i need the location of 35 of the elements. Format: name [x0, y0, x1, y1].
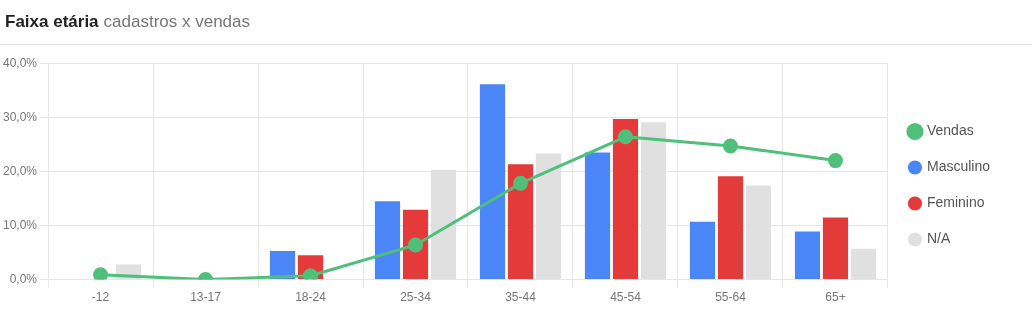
point	[93, 267, 109, 280]
bar	[717, 176, 744, 280]
y-tick-label: 20,0%	[2, 163, 38, 178]
bar	[850, 248, 877, 280]
legend-label: Vendas	[926, 122, 974, 139]
x-tick-label: 45-54	[610, 290, 642, 305]
bar	[507, 164, 534, 280]
x-tick-label: 25-34	[400, 290, 432, 305]
bar	[584, 152, 611, 280]
bar	[822, 217, 849, 280]
x-tick-label: -12	[91, 290, 110, 305]
x-tick-label: 55-64	[715, 290, 747, 305]
bar	[374, 201, 401, 280]
legend-label: Masculino	[926, 158, 991, 175]
x-tick-label: 18-24	[295, 290, 327, 305]
x-tick-label: 13-17	[190, 290, 222, 305]
bar	[794, 231, 821, 280]
y-tick-label: 40,0%	[2, 55, 38, 70]
y-tick-label: 30,0%	[2, 109, 38, 124]
y-tick-label: 0,0%	[9, 271, 38, 286]
point	[408, 237, 423, 253]
point	[617, 129, 633, 145]
chart-subtitle: cadastros x vendas	[103, 12, 251, 32]
point	[722, 138, 738, 154]
bar	[689, 221, 716, 280]
bar	[612, 118, 639, 280]
y-tick-label: 10,0%	[2, 217, 38, 232]
bar	[479, 84, 506, 280]
point	[827, 153, 843, 169]
x-tick-label: 65+	[825, 290, 846, 305]
point	[513, 175, 528, 191]
x-tick-label: 35-44	[505, 290, 537, 305]
legend-label: Feminino	[926, 194, 985, 211]
chart-title: Faixa etária	[5, 12, 99, 32]
legend-label: N/A	[926, 230, 951, 247]
